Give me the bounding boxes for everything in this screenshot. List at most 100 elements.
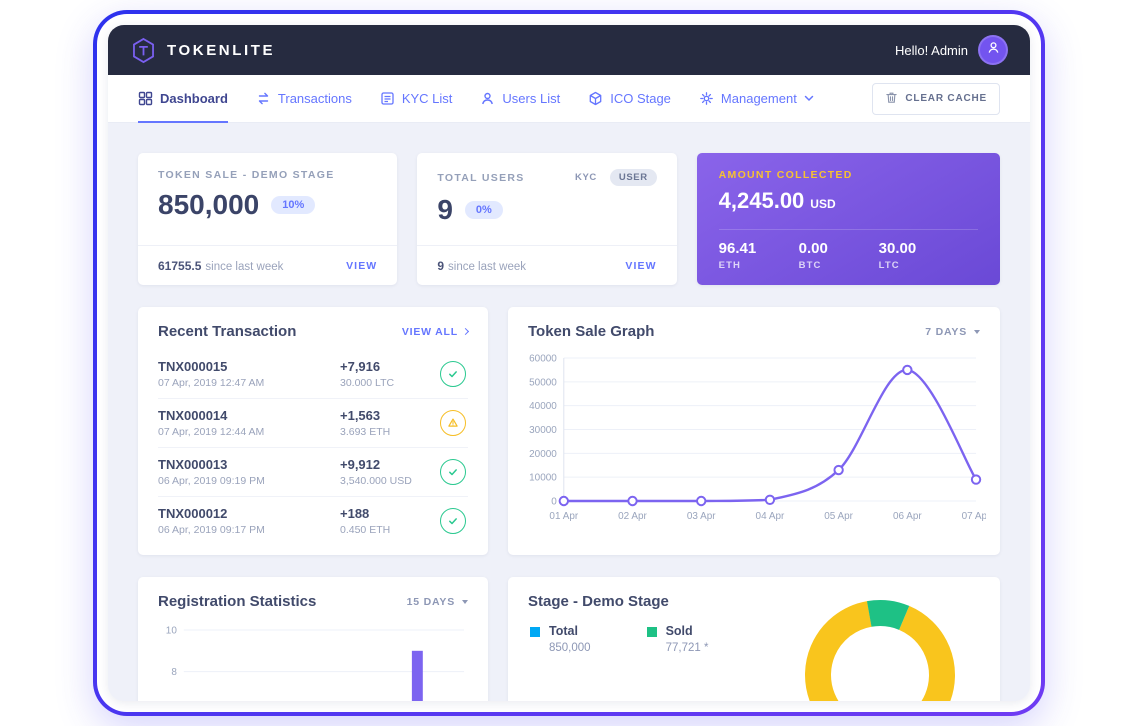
- tx-mid: +7,916 30.000 LTC: [340, 359, 440, 389]
- check-icon: [449, 469, 457, 476]
- svg-text:06 Apr: 06 Apr: [893, 511, 922, 522]
- stage-donut-chart: [790, 585, 970, 701]
- nav-label: Transactions: [277, 91, 352, 106]
- nav-label: Users List: [502, 91, 561, 106]
- graph-range-select[interactable]: 7 DAYS: [925, 326, 980, 338]
- greeting-text: Hello! Admin: [895, 42, 968, 58]
- bottom-row: Registration Statistics 15 DAYS 0246810 …: [138, 577, 1000, 701]
- recent-transactions-title: Recent Transaction: [158, 323, 297, 340]
- nav-users-list[interactable]: Users List: [480, 75, 560, 122]
- tx-mid: +9,912 3,540.000 USD: [340, 457, 440, 487]
- svg-text:02 Apr: 02 Apr: [618, 511, 647, 522]
- tx-id: TNX000014: [158, 408, 228, 423]
- svg-text:07 Apr: 07 Apr: [962, 511, 986, 522]
- svg-text:10: 10: [166, 625, 177, 636]
- chevron-down-icon: [804, 95, 814, 102]
- tx-id: TNX000013: [158, 457, 228, 472]
- tx-id: TNX000012: [158, 506, 228, 521]
- transaction-row[interactable]: TNX000014 07 Apr, 2019 12:44 AM +1,563 3…: [158, 398, 468, 447]
- tx-pay: 30.000 LTC: [340, 377, 395, 389]
- svg-text:20000: 20000: [529, 449, 557, 460]
- registration-bar-chart: 0246810: [154, 624, 472, 701]
- token-sale-graph-card: Token Sale Graph 7 DAYS 0 10000 20000 30000…: [508, 307, 1000, 555]
- total-users-delta: 9 since last week: [437, 258, 526, 273]
- toggle-kyc[interactable]: KYC: [575, 172, 597, 183]
- stats-row: TOKEN SALE - DEMO STAGE 850,000 10% 6175…: [138, 153, 1000, 285]
- token-sale-value: 850,000: [158, 189, 260, 220]
- total-swatch: [530, 627, 540, 637]
- app-window: TOKENLITE Hello! Admin: [108, 25, 1030, 701]
- chevron-right-icon: [461, 327, 470, 336]
- tx-date: 06 Apr, 2019 09:19 PM: [158, 475, 265, 487]
- total-users-value: 9: [437, 194, 453, 225]
- tx-date: 06 Apr, 2019 09:17 PM: [158, 524, 265, 536]
- user-icon: [986, 40, 1001, 60]
- ico-stage-cube-icon: [588, 91, 603, 106]
- transactions-swap-icon: [256, 91, 271, 106]
- token-sale-title: TOKEN SALE - DEMO STAGE: [158, 169, 335, 181]
- brand[interactable]: TOKENLITE: [130, 37, 275, 64]
- nav-kyc-list[interactable]: KYC List: [380, 75, 453, 122]
- nav-label: KYC List: [401, 91, 453, 106]
- transaction-row[interactable]: TNX000012 06 Apr, 2019 09:17 PM +188 0.4…: [158, 496, 468, 545]
- transaction-row[interactable]: TNX000013 06 Apr, 2019 09:19 PM +9,912 3…: [158, 447, 468, 496]
- svg-text:10000: 10000: [529, 473, 557, 484]
- tx-amount: +1,563: [340, 408, 381, 423]
- tx-left: TNX000015 07 Apr, 2019 12:47 AM: [158, 359, 340, 389]
- brand-name: TOKENLITE: [167, 41, 276, 59]
- nav-management[interactable]: Management: [699, 75, 814, 122]
- tx-pay: 3.693 ETH: [340, 426, 391, 438]
- toggle-user[interactable]: USER: [609, 169, 657, 186]
- svg-text:0: 0: [551, 496, 557, 507]
- stage-title: Stage - Demo Stage: [528, 593, 669, 610]
- total-users-card: TOTAL USERS KYC USER 9 0%: [417, 153, 677, 285]
- check-icon: [449, 518, 457, 525]
- kyc-list-icon: [380, 91, 395, 106]
- trash-icon: [885, 91, 898, 107]
- token-sale-delta: 61755.5 since last week: [158, 258, 284, 273]
- amount-collected-currency: USD: [810, 197, 836, 211]
- registration-range-select[interactable]: 15 DAYS: [407, 596, 468, 608]
- clear-cache-label: CLEAR CACHE: [905, 93, 987, 104]
- transaction-row[interactable]: TNX000015 07 Apr, 2019 12:47 AM +7,916 3…: [158, 350, 468, 398]
- alert-triangle-icon: [448, 418, 458, 427]
- tx-amount: +188: [340, 506, 370, 521]
- stage-legend: Total 850,000 Sold 77,721 *: [508, 620, 1000, 658]
- svg-text:01 Apr: 01 Apr: [549, 511, 578, 522]
- tx-left: TNX000013 06 Apr, 2019 09:19 PM: [158, 457, 340, 487]
- tx-mid: +188 0.450 ETH: [340, 506, 440, 536]
- users-kyc-toggle: KYC USER: [566, 169, 657, 186]
- total-users-percent-badge: 0%: [464, 201, 503, 219]
- tx-left: TNX000012 06 Apr, 2019 09:17 PM: [158, 506, 340, 536]
- nav-dashboard[interactable]: Dashboard: [138, 75, 228, 123]
- sold-swatch: [646, 627, 657, 637]
- clear-cache-button[interactable]: CLEAR CACHE: [872, 82, 1000, 115]
- tx-date: 07 Apr, 2019 12:47 AM: [158, 377, 265, 389]
- nav-label: ICO Stage: [610, 91, 671, 106]
- total-users-title: TOTAL USERS: [437, 171, 525, 184]
- svg-text:30000: 30000: [529, 425, 557, 436]
- amount-breakdown: 96.41 ETH 0.00 BTC 30.00 LTC: [718, 229, 978, 271]
- tx-status-icon: [440, 361, 466, 387]
- token-sale-card: TOKEN SALE - DEMO STAGE 850,000 10% 6175…: [138, 153, 398, 285]
- total-users-view-link[interactable]: VIEW: [625, 259, 657, 272]
- chevron-down-icon: [462, 599, 468, 604]
- view-all-link[interactable]: VIEW ALL: [402, 326, 470, 338]
- breakdown-ltc: 30.00 LTC: [878, 240, 917, 271]
- check-icon: [449, 371, 457, 378]
- svg-text:60000: 60000: [529, 353, 557, 364]
- nav-transactions[interactable]: Transactions: [256, 75, 352, 122]
- legend-total: Total 850,000: [530, 624, 591, 654]
- tx-amount: +7,916: [340, 359, 381, 374]
- transaction-list: TNX000015 07 Apr, 2019 12:47 AM +7,916 3…: [138, 350, 488, 545]
- nav-ico-stage[interactable]: ICO Stage: [588, 75, 671, 122]
- registration-statistics-title: Registration Statistics: [158, 593, 317, 610]
- token-sale-view-link[interactable]: VIEW: [346, 259, 378, 272]
- tx-status-icon: [440, 459, 466, 485]
- token-sale-percent-badge: 10%: [271, 196, 316, 214]
- nav-label: Dashboard: [160, 91, 228, 106]
- tx-id: TNX000015: [158, 359, 228, 374]
- token-sale-graph-title: Token Sale Graph: [528, 323, 655, 340]
- user-avatar[interactable]: [978, 35, 1008, 65]
- tx-status-icon: [440, 508, 466, 534]
